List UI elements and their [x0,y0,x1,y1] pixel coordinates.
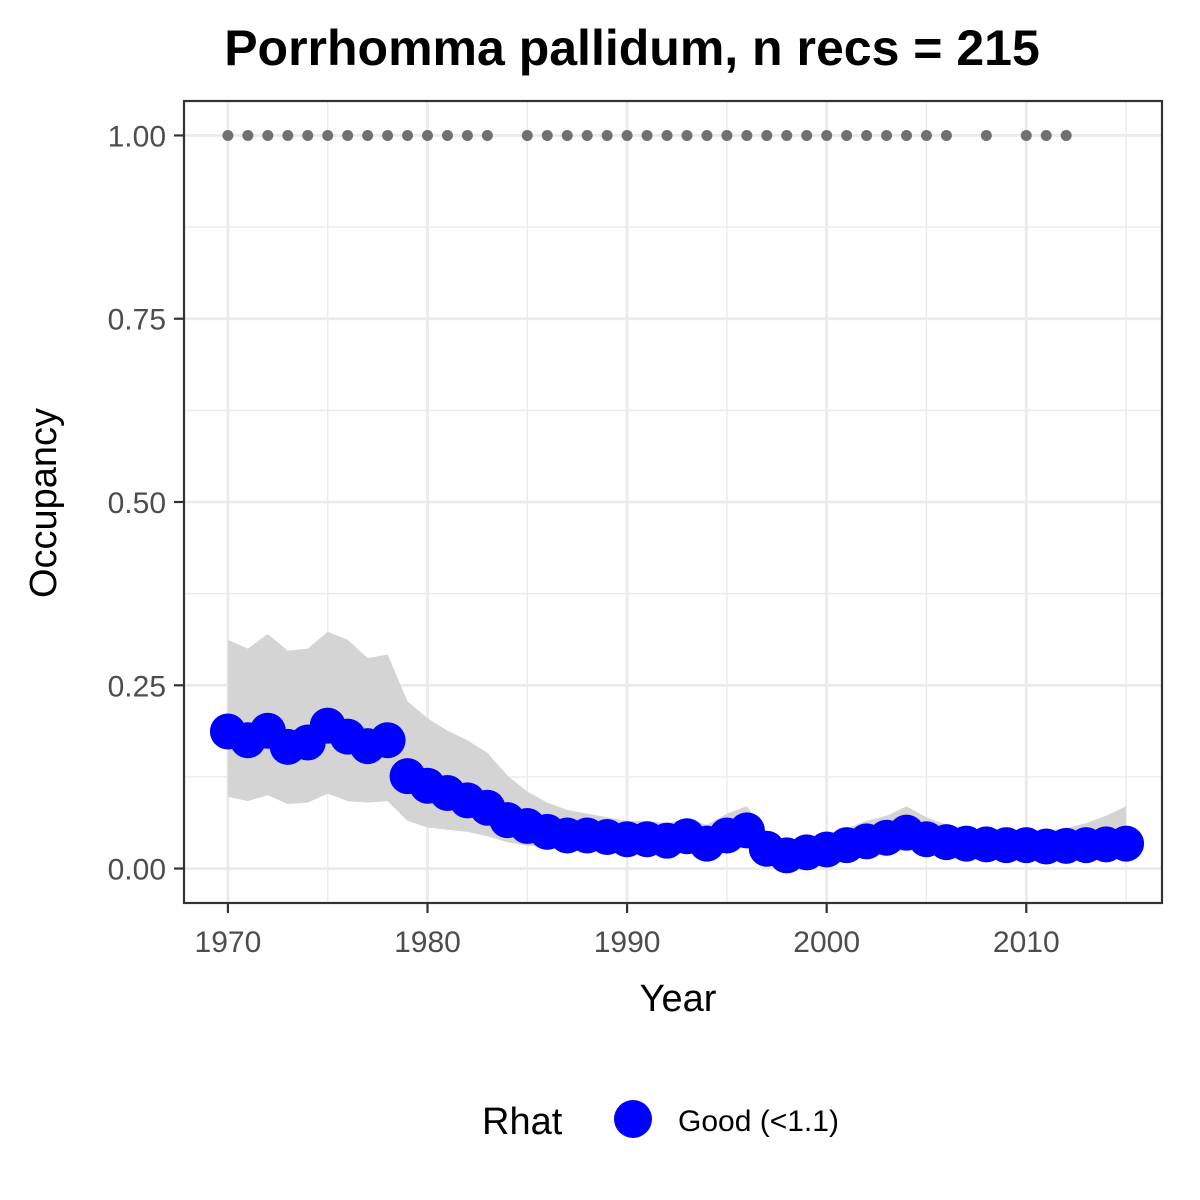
record-point [322,129,334,141]
record-point [641,129,653,141]
record-point [920,129,932,141]
record-point [881,129,893,141]
record-point [342,129,354,141]
record-point [481,129,493,141]
y-tick-label: 1.00 [108,120,166,153]
record-point [741,129,753,141]
record-point [222,129,234,141]
record-point [461,129,473,141]
record-point [781,129,793,141]
record-point [661,129,673,141]
x-tick-label: 1980 [394,926,461,959]
record-points [222,129,1072,141]
record-point [422,129,434,141]
record-point [861,129,873,141]
record-point [302,129,314,141]
legend: Rhat Good (<1.1) [482,1100,839,1143]
record-point [441,129,453,141]
x-axis-title: Year [640,978,717,1020]
record-point [901,129,913,141]
y-axis-title: Occupancy [23,408,65,598]
record-point [701,129,713,141]
record-point [541,129,553,141]
record-point [821,129,833,141]
record-point [1040,129,1052,141]
occupancy-point [1108,825,1145,862]
y-axis: 0.00 0.25 0.50 0.75 1.00 [108,120,184,887]
record-point [521,129,533,141]
y-tick-label: 0.00 [108,854,166,887]
record-point [601,129,613,141]
x-tick-label: 1970 [195,926,262,959]
occupancy-point [369,722,406,759]
record-point [362,129,374,141]
record-point [841,129,853,141]
record-point [262,129,274,141]
y-tick-label: 0.25 [108,670,166,703]
legend-key-good [614,1100,652,1138]
record-point [681,129,693,141]
legend-title: Rhat [482,1101,563,1143]
record-point [940,129,952,141]
legend-label-good: Good (<1.1) [678,1105,839,1138]
x-tick-label: 2000 [793,926,860,959]
record-point [1060,129,1072,141]
record-point [282,129,294,141]
y-tick-label: 0.50 [108,487,166,520]
record-point [382,129,394,141]
y-tick-label: 0.75 [108,304,166,337]
record-point [801,129,813,141]
record-point [1020,129,1032,141]
record-point [761,129,773,141]
record-point [621,129,633,141]
record-point [242,129,254,141]
record-point [581,129,593,141]
record-point [721,129,733,141]
x-tick-label: 2010 [993,926,1060,959]
record-point [980,129,992,141]
record-point [561,129,573,141]
x-tick-label: 1990 [594,926,661,959]
x-axis: 1970 1980 1990 2000 2010 [195,903,1060,959]
chart-title: Porrhomma pallidum, n recs = 215 [224,20,1040,76]
plot-panel [182,99,1164,905]
occupancy-series [209,707,1145,874]
record-point [402,129,414,141]
